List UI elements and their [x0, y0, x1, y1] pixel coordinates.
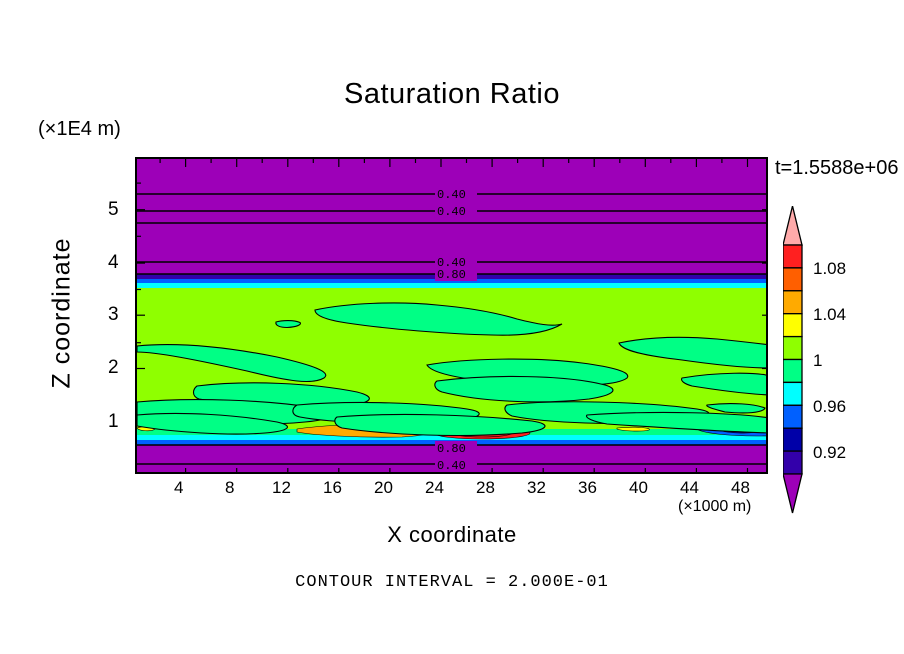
svg-text:1.04: 1.04 — [813, 305, 846, 324]
svg-text:0.92: 0.92 — [813, 443, 846, 462]
svg-text:0.40: 0.40 — [437, 205, 466, 219]
svg-text:1.08: 1.08 — [813, 259, 846, 278]
svg-text:0.96: 0.96 — [813, 397, 846, 416]
svg-text:0.40: 0.40 — [437, 459, 466, 473]
svg-text:0.80: 0.80 — [437, 268, 466, 282]
svg-text:0.80: 0.80 — [437, 442, 466, 456]
svg-text:1: 1 — [813, 351, 822, 370]
svg-text:0.40: 0.40 — [437, 188, 466, 202]
